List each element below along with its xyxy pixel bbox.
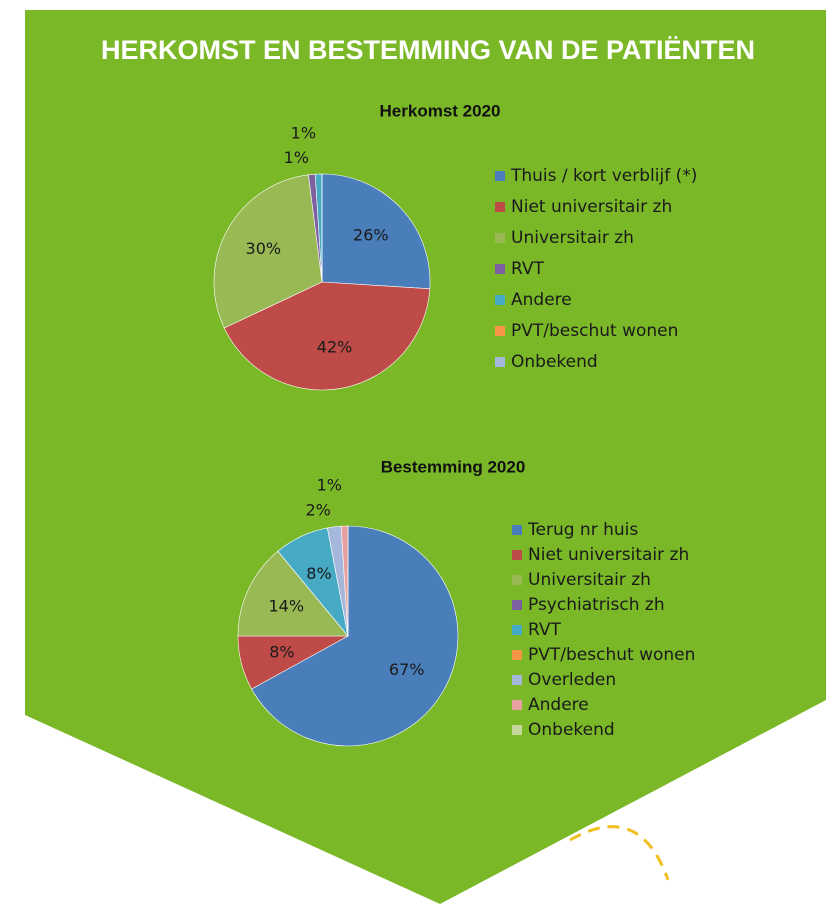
legend-swatch bbox=[495, 233, 505, 243]
legend-swatch bbox=[512, 575, 522, 585]
legend-swatch bbox=[495, 202, 505, 212]
pie-slice bbox=[237, 550, 349, 637]
data-label: 1% bbox=[291, 124, 316, 143]
legend-label: Onbekend bbox=[511, 352, 598, 372]
data-label: 26% bbox=[353, 226, 389, 245]
data-label: 1% bbox=[284, 148, 309, 167]
data-label: 42% bbox=[317, 337, 353, 356]
legend-label: Terug nr huis bbox=[527, 520, 638, 540]
data-label: 2% bbox=[306, 500, 331, 519]
legend-label: Universitair zh bbox=[511, 228, 634, 248]
legend-label: Andere bbox=[511, 290, 572, 310]
legend-label: Universitair zh bbox=[528, 570, 651, 590]
legend-swatch bbox=[495, 295, 505, 305]
legend-label: Psychiatrisch zh bbox=[528, 595, 665, 615]
legend-label: Andere bbox=[528, 695, 589, 715]
decoration bbox=[569, 825, 670, 881]
legend-label: RVT bbox=[511, 259, 545, 279]
legend-swatch bbox=[495, 264, 505, 274]
legend-swatch bbox=[512, 650, 522, 660]
legend-swatch bbox=[495, 171, 505, 181]
legend-label: PVT/beschut wonen bbox=[511, 321, 678, 341]
data-label: 67% bbox=[389, 660, 425, 679]
legend-label: Overleden bbox=[528, 670, 616, 690]
pie-slice bbox=[213, 174, 323, 329]
chart-title: Bestemming 2020 bbox=[381, 457, 526, 476]
data-label: 8% bbox=[306, 564, 331, 583]
legend-swatch bbox=[512, 525, 522, 535]
chart-title: Herkomst 2020 bbox=[380, 101, 501, 120]
legend-swatch bbox=[512, 700, 522, 710]
data-label: 30% bbox=[246, 239, 282, 258]
legend-swatch bbox=[512, 600, 522, 610]
legend-swatch bbox=[512, 550, 522, 560]
legend-swatch bbox=[495, 326, 505, 336]
page-title: HERKOMST EN BESTEMMING VAN DE PATIËNTEN bbox=[101, 35, 755, 65]
pie-slice bbox=[321, 173, 431, 290]
legend-label: Niet universitair zh bbox=[511, 197, 672, 217]
data-label: 1% bbox=[317, 476, 342, 495]
legend-swatch bbox=[512, 625, 522, 635]
legend-swatch bbox=[512, 675, 522, 685]
pie-slice bbox=[223, 281, 431, 391]
legend-label: Niet universitair zh bbox=[528, 545, 689, 565]
data-label: 14% bbox=[269, 596, 305, 615]
legend-label: Onbekend bbox=[528, 720, 615, 740]
legend-swatch bbox=[495, 357, 505, 367]
legend-label: RVT bbox=[528, 620, 562, 640]
legend-swatch bbox=[512, 725, 522, 735]
legend-label: PVT/beschut wonen bbox=[528, 645, 695, 665]
pie-slice bbox=[251, 525, 459, 747]
data-label: 8% bbox=[269, 642, 294, 661]
legend-label: Thuis / kort verblijf (*) bbox=[510, 166, 697, 186]
